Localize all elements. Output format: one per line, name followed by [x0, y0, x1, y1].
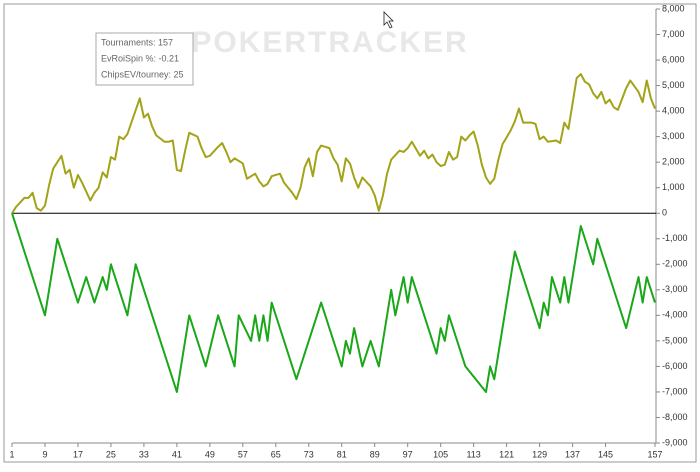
- x-tick-label: 1: [9, 449, 14, 459]
- x-tick-label: 137: [565, 449, 580, 459]
- y-tick-label: 2,000: [662, 157, 685, 167]
- x-tick-label: 57: [238, 449, 248, 459]
- y-tick-label: 5,000: [662, 80, 685, 90]
- y-tick-label: -3,000: [662, 284, 688, 294]
- cursor: [383, 11, 394, 29]
- x-tick-label: 9: [42, 449, 47, 459]
- info-box: [95, 32, 194, 86]
- x-tick-label: 49: [205, 449, 215, 459]
- y-tick-label: 3,000: [662, 131, 685, 141]
- y-tick-label: -4,000: [662, 310, 688, 320]
- y-tick-label: 1,000: [662, 182, 685, 192]
- y-tick-label: -2,000: [662, 259, 688, 269]
- y-tick-label: 7,000: [662, 29, 685, 39]
- y-tick-label: -8,000: [662, 412, 688, 422]
- info-text: ChipsEV/tourney: 25: [101, 69, 184, 79]
- x-tick-label: 113: [466, 449, 480, 459]
- info-text: EvRoiSpin %: -0.21: [101, 53, 179, 63]
- x-tick-label: 33: [139, 449, 149, 459]
- y-tick-label: -6,000: [662, 361, 688, 371]
- y-tick-label: -7,000: [662, 386, 688, 396]
- x-tick-label: 145: [598, 449, 613, 459]
- series-line: [11, 212, 656, 393]
- y-tick-label: 6,000: [662, 54, 685, 64]
- x-tick-label: 89: [370, 449, 380, 459]
- x-tick-label: 65: [271, 449, 281, 459]
- x-tick-label: 105: [433, 449, 448, 459]
- x-tick-label: 157: [647, 449, 662, 459]
- x-tick-label: 25: [106, 449, 116, 459]
- y-tick-label: 8,000: [662, 3, 685, 13]
- y-tick-label: -5,000: [662, 335, 688, 345]
- x-tick-label: 73: [304, 449, 314, 459]
- info-text: Tournaments: 157: [101, 37, 173, 47]
- x-tick-label: 41: [172, 449, 182, 459]
- y-tick-label: -1,000: [662, 233, 688, 243]
- x-tick-label: 17: [73, 449, 83, 459]
- y-tick-label: 4,000: [662, 105, 685, 115]
- watermark: POKERTRACKER: [191, 26, 468, 59]
- y-tick-label: -9,000: [662, 437, 688, 447]
- x-tick-label: 129: [532, 449, 547, 459]
- y-tick-label: 0: [662, 208, 667, 218]
- x-tick-label: 81: [337, 449, 347, 459]
- x-tick-label: 121: [499, 449, 514, 459]
- series-line: [11, 73, 656, 214]
- x-tick-label: 97: [403, 449, 413, 459]
